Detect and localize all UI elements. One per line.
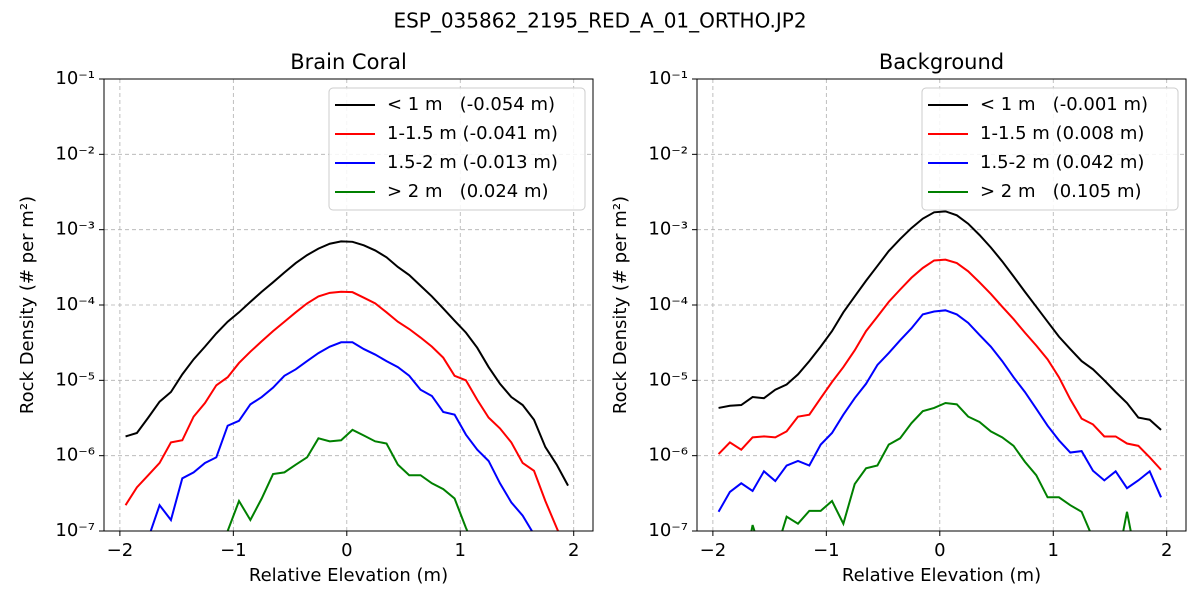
axes-title: Background xyxy=(879,50,1004,74)
y-tick-label: 10⁻⁵ xyxy=(55,369,95,390)
y-tick-label: 10⁻² xyxy=(648,143,688,164)
series-line xyxy=(718,210,1162,431)
y-tick-label: 10⁻⁶ xyxy=(648,445,688,466)
y-tick-label: 10⁻⁵ xyxy=(648,369,688,390)
y-axis-label: Rock Density (# per m²) xyxy=(17,196,38,414)
x-axis-label: Relative Elevation (m) xyxy=(249,565,448,586)
x-tick-label: 2 xyxy=(568,540,579,561)
y-axis-label: Rock Density (# per m²) xyxy=(610,196,631,414)
y-tick-label: 10⁻¹ xyxy=(55,68,95,89)
series-line xyxy=(750,401,1132,531)
y-tick-label: 10⁻³ xyxy=(55,219,95,240)
axes: −2 −1 0 1 2 10⁻⁷ 10⁻⁶ 10⁻⁵ 10⁻⁴ 10⁻³ 10⁻² 10⁻¹ Backg… xyxy=(610,50,1187,586)
x-tick-label: 0 xyxy=(934,540,945,561)
legend-label: 1.5-2 m (-0.013 m) xyxy=(387,152,558,173)
figure-title: ESP_035862_2195_RED_A_01_ORTHO.JP2 xyxy=(393,9,806,33)
y-tick-label: 10⁻⁷ xyxy=(55,520,95,541)
legend-label: < 1 m (-0.001 m) xyxy=(980,94,1148,115)
plot-frame xyxy=(103,78,594,532)
legend-label: 1.5-2 m (0.042 m) xyxy=(980,152,1144,173)
legend-box xyxy=(921,87,1179,211)
legend-box xyxy=(328,87,586,211)
y-tick-label: 10⁻⁴ xyxy=(55,294,95,315)
axes-title: Brain Coral xyxy=(290,50,407,74)
axes: −2 −1 0 1 2 10⁻⁷ 10⁻⁶ 10⁻⁵ 10⁻⁴ 10⁻³ 10⁻² 10⁻¹ Brain… xyxy=(17,50,594,586)
series-line xyxy=(717,309,1162,513)
series-line xyxy=(125,240,569,487)
legend-label: 1-1.5 m (-0.041 m) xyxy=(387,123,558,144)
x-tick-label: −1 xyxy=(813,540,840,561)
series-line xyxy=(717,258,1162,471)
legend-label: > 2 m (0.024 m) xyxy=(387,181,549,202)
x-tick-label: −2 xyxy=(700,540,727,561)
x-axis-label: Relative Elevation (m) xyxy=(842,565,1041,586)
x-tick-label: 0 xyxy=(341,540,352,561)
series-line xyxy=(226,428,469,531)
legend-label: 1-1.5 m (0.008 m) xyxy=(980,123,1144,144)
x-tick-label: −1 xyxy=(220,540,247,561)
legend-label: > 2 m (0.105 m) xyxy=(980,181,1142,202)
series-line xyxy=(124,290,560,531)
y-tick-label: 10⁻⁷ xyxy=(648,520,688,541)
series-line xyxy=(149,341,534,531)
y-tick-label: 10⁻⁴ xyxy=(648,294,688,315)
x-tick-label: 1 xyxy=(1048,540,1059,561)
y-tick-label: 10⁻³ xyxy=(648,219,688,240)
plot-frame xyxy=(696,78,1187,532)
y-tick-label: 10⁻⁶ xyxy=(55,445,95,466)
x-tick-label: −2 xyxy=(107,540,134,561)
y-tick-label: 10⁻¹ xyxy=(648,68,688,89)
y-tick-label: 10⁻² xyxy=(55,143,95,164)
x-tick-label: 1 xyxy=(455,540,466,561)
x-tick-label: 2 xyxy=(1161,540,1172,561)
legend-label: < 1 m (-0.054 m) xyxy=(387,94,555,115)
